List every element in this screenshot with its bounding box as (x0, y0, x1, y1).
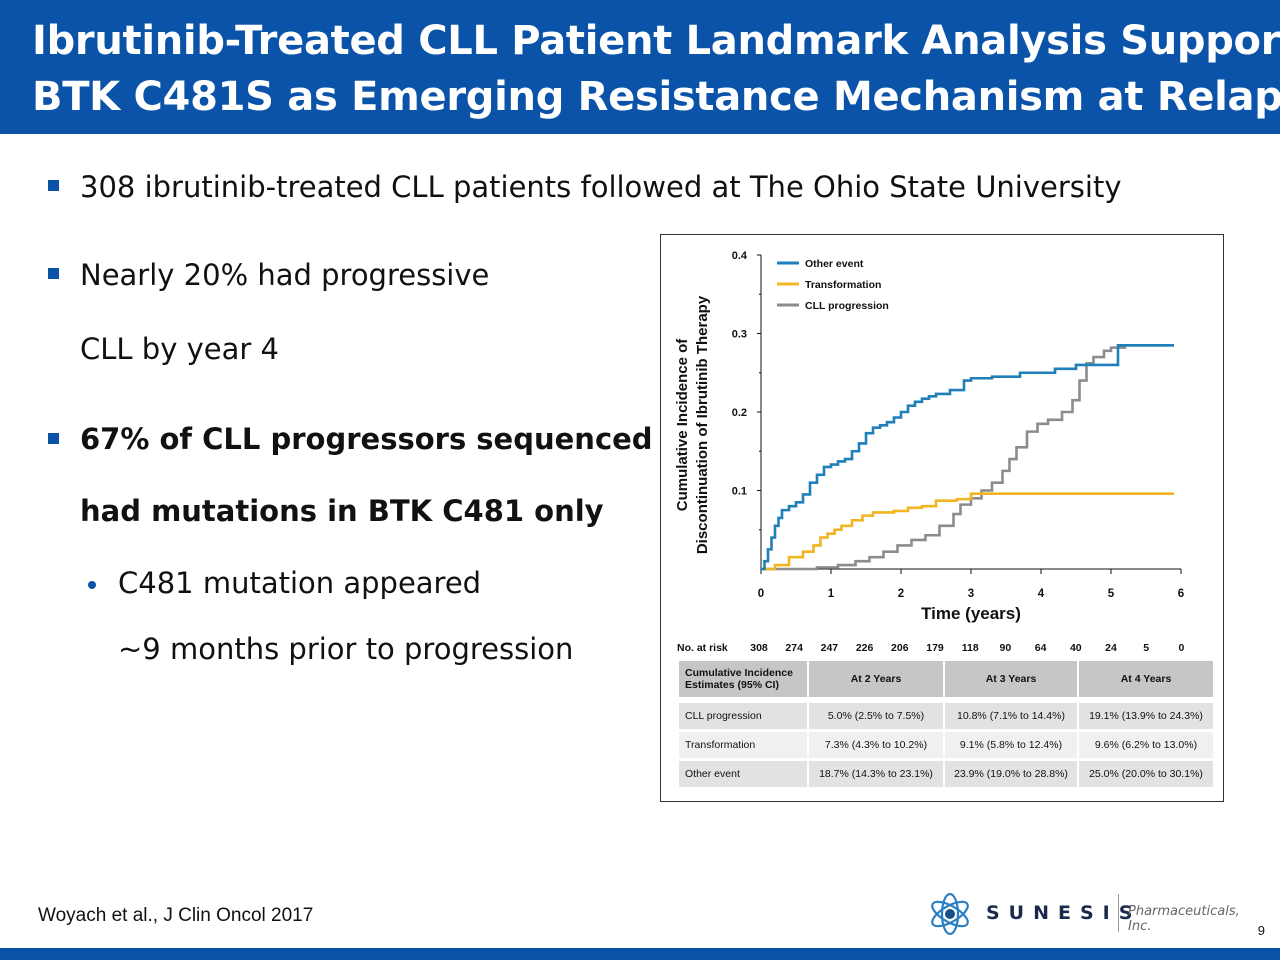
series-other-event-line (761, 343, 1174, 571)
at-risk-value: 308 (750, 642, 768, 654)
bullet-mutations-line-1: 67% of CLL progressors sequenced (80, 422, 653, 456)
at-risk-value: 247 (821, 642, 839, 654)
at-risk-value: 24 (1105, 642, 1117, 654)
page-number: 9 (1257, 923, 1265, 938)
cumulative-incidence-table: Cumulative Incidence Estimates (95% CI) … (677, 661, 1215, 790)
table-cell: 7.3% (4.3% to 10.2%) (809, 732, 943, 761)
citation: Woyach et al., J Clin Oncol 2017 (38, 905, 314, 926)
sunesis-globe-icon (931, 892, 969, 936)
bottom-band (0, 948, 1280, 960)
sub-bullet-line-2: ~9 months prior to progression (118, 632, 574, 666)
at-risk-value: 226 (856, 642, 874, 654)
x-tick-label: 5 (1108, 588, 1115, 600)
table-cell: 18.7% (14.3% to 23.1%) (809, 761, 943, 790)
series-transformation-line (761, 492, 1174, 571)
y-tick-label: 0.1 (732, 486, 747, 498)
table-cell: CLL progression (679, 703, 807, 732)
slide-title-line-2: BTK C481S as Emerging Resistance Mechani… (32, 74, 1280, 120)
bullet-square-icon (48, 433, 59, 444)
legend-label: Other event (805, 258, 864, 270)
table-cell: 9.1% (5.8% to 12.4%) (945, 732, 1077, 761)
bullet-square-icon (48, 268, 59, 279)
at-risk-value: 206 (891, 642, 909, 654)
table-header-row: Cumulative Incidence Estimates (95% CI) … (679, 661, 1213, 697)
logo-divider (1118, 894, 1119, 932)
y-tick-label: 0.3 (732, 329, 747, 341)
y-axis-label-line-2: Discontinuation of Ibrutinib Therapy (694, 295, 711, 554)
series-cll-progression-line (761, 343, 1174, 571)
logo-tagline: Pharmaceuticals, Inc. (1128, 904, 1240, 934)
table-row: Transformation 7.3% (4.3% to 10.2%) 9.1%… (679, 732, 1213, 761)
table-cell: 9.6% (6.2% to 13.0%) (1079, 732, 1213, 761)
legend-label: Transformation (805, 279, 881, 291)
bullet-patients: 308 ibrutinib-treated CLL patients follo… (80, 170, 1122, 204)
table-cell: 10.8% (7.1% to 14.4%) (945, 703, 1077, 732)
x-axis-label: Time (years) (921, 604, 1021, 623)
table-header-cell: Cumulative Incidence Estimates (95% CI) (679, 661, 807, 697)
table-cell: Transformation (679, 732, 807, 761)
y-axis-label-line-1: Cumulative Incidence of (674, 338, 691, 512)
sunesis-logo: SUNESIS Pharmaceuticals, Inc. (922, 886, 1262, 942)
x-tick-label: 0 (758, 588, 764, 600)
table-cell: Other event (679, 761, 807, 790)
at-risk-value: 5 (1143, 642, 1149, 654)
bullet-progressive-line-1: Nearly 20% had progressive (80, 258, 490, 292)
cumulative-incidence-chart: 0 1 2 3 4 5 6 0.1 0.2 0.3 0.4 Other event Transform… (674, 250, 1184, 654)
table-header-cell: At 4 Years (1079, 661, 1213, 697)
table-header-cell: At 2 Years (809, 661, 943, 697)
table-cell: 5.0% (2.5% to 7.5%) (809, 703, 943, 732)
bullet-progressive-line-2: CLL by year 4 (80, 332, 279, 366)
at-risk-value: 90 (1000, 642, 1012, 654)
bullet-mutations-line-2: had mutations in BTK C481 only (80, 494, 604, 528)
table-cell: 19.1% (13.9% to 24.3%) (1079, 703, 1213, 732)
sub-bullet-dot-icon (88, 581, 96, 589)
at-risk-value: 40 (1070, 642, 1082, 654)
figure-panel: 0 1 2 3 4 5 6 0.1 0.2 0.3 0.4 Other event Transform… (660, 234, 1224, 802)
bullet-square-icon (48, 180, 59, 191)
at-risk-value: 0 (1178, 642, 1184, 654)
title-band: Ibrutinib-Treated CLL Patient Landmark A… (0, 0, 1280, 134)
at-risk-value: 179 (926, 642, 944, 654)
legend-label: CLL progression (805, 300, 889, 312)
at-risk-label: No. at risk (677, 642, 728, 654)
x-tick-label: 4 (1038, 588, 1045, 600)
y-tick-label: 0.4 (732, 250, 748, 262)
sub-bullet-line-1: C481 mutation appeared (118, 566, 482, 600)
table-row: Other event 18.7% (14.3% to 23.1%) 23.9%… (679, 761, 1213, 790)
table-header-cell: At 3 Years (945, 661, 1077, 697)
x-tick-label: 2 (898, 588, 904, 600)
at-risk-value: 64 (1035, 642, 1047, 654)
table-cell: 23.9% (19.0% to 28.8%) (945, 761, 1077, 790)
x-tick-label: 6 (1178, 588, 1184, 600)
at-risk-value: 274 (785, 642, 803, 654)
at-risk-value: 118 (962, 642, 979, 654)
x-tick-label: 1 (828, 588, 835, 600)
slide-title-line-1: Ibrutinib-Treated CLL Patient Landmark A… (32, 18, 1280, 64)
table-cell: 25.0% (20.0% to 30.1%) (1079, 761, 1213, 790)
y-tick-label: 0.2 (732, 407, 747, 419)
x-tick-label: 3 (968, 588, 974, 600)
table-row: CLL progression 5.0% (2.5% to 7.5%) 10.8… (679, 703, 1213, 732)
logo-wordmark: SUNESIS (986, 902, 1142, 924)
